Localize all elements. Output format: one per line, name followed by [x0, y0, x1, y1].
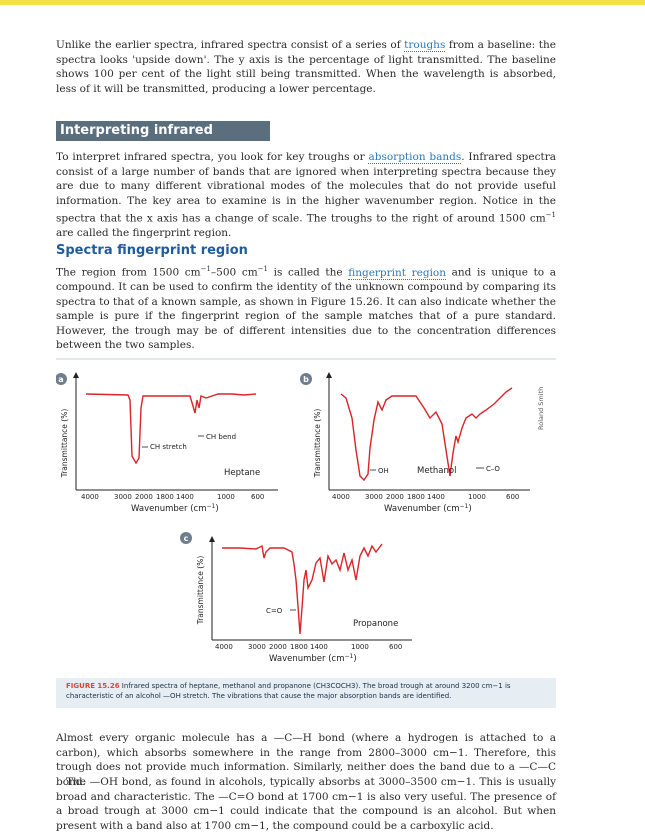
y-axis-label: Transmittance (%): [60, 409, 69, 479]
x-axis-label: Wavenumber (cm−1): [131, 503, 219, 514]
figure-15-26: a Transmittance (%) CH stretch CH bend H…: [55, 358, 556, 703]
x-tick-label: 2000: [386, 493, 404, 501]
interpret-paragraph: To interpret infrared spectra, you look …: [56, 151, 556, 239]
x-tick-label: 3000: [114, 493, 132, 501]
panel-badge-label: a: [58, 375, 63, 384]
x-tick-label: 1000: [217, 493, 235, 501]
compound-label-heptane: Heptane: [224, 468, 260, 478]
x-axis-label: Wavenumber (cm−1): [269, 653, 357, 664]
panel-badge-label: b: [303, 375, 309, 384]
x-tick-labels: 4000 3000 2000 1800 1400 1000 600: [332, 493, 519, 501]
x-tick-label: 4000: [81, 493, 99, 501]
oh-label: OH: [378, 467, 389, 475]
x-tick-labels: 4000 3000 2000 1800 1400 1000 600: [215, 643, 402, 651]
closing-paragraph-2: The —OH bond, as found in alcohols, typi…: [56, 776, 556, 832]
y-axis-arrow: [209, 536, 215, 542]
methanol-spectrum: [340, 387, 513, 482]
ch-stretch-label: CH stretch: [150, 443, 187, 451]
top-accent-bar: [0, 0, 645, 5]
panel-badge: [180, 532, 192, 544]
glossary-link-troughs[interactable]: troughs: [404, 39, 446, 52]
panel-badge: [55, 373, 67, 385]
panel-badge-label: c: [184, 534, 189, 543]
carbonyl-label: C=O: [266, 607, 283, 615]
panel-badge: [300, 373, 312, 385]
x-tick-label: 1800: [407, 493, 425, 501]
figure-number: FIGURE 15.26: [66, 682, 120, 690]
glossary-link-fingerprint-region[interactable]: fingerprint region: [348, 266, 447, 280]
x-tick-label: 600: [389, 643, 402, 651]
closing-paragraph-1: Almost every organic molecule has a —C—H…: [56, 732, 556, 788]
x-tick-labels: 4000 3000 2000 1800 1400 1000 600: [81, 493, 264, 501]
x-tick-label: 1000: [468, 493, 486, 501]
x-tick-label: 600: [506, 493, 519, 501]
caption-background: [56, 678, 556, 708]
y-axis-label: Transmittance (%): [313, 409, 322, 479]
figure-caption: FIGURE 15.26 Infrared spectra of heptane…: [66, 682, 511, 700]
intro-paragraph: Unlike the earlier spectra, infrared spe…: [56, 39, 556, 95]
x-tick-label: 3000: [248, 643, 266, 651]
x-tick-label: 1800: [290, 643, 308, 651]
y-axis-label: Transmittance (%): [196, 556, 205, 626]
compound-label-methanol: Methanol: [417, 466, 456, 476]
x-tick-label: 1400: [427, 493, 445, 501]
x-tick-label: 3000: [365, 493, 383, 501]
x-tick-label: 600: [251, 493, 264, 501]
fingerprint-paragraph: The region from 1500 cm−1–500 cm−1 is ca…: [56, 265, 556, 351]
x-tick-label: 4000: [332, 493, 350, 501]
glossary-link-absorption-bands[interactable]: absorption bands: [368, 151, 462, 164]
propanone-spectrum: [222, 543, 383, 635]
x-tick-label: 2000: [269, 643, 287, 651]
panel-b-methanol: b Transmittance (%) OH Methanol C–O 4000…: [300, 372, 530, 514]
heptane-spectrum: [85, 393, 257, 465]
x-tick-label: 1000: [351, 643, 369, 651]
x-tick-label: 2000: [135, 493, 153, 501]
x-tick-label: 1400: [176, 493, 194, 501]
panel-a-heptane: a Transmittance (%) CH stretch CH bend H…: [55, 372, 278, 514]
x-axis-label: Wavenumber (cm−1): [384, 503, 472, 514]
y-axis-arrow: [326, 372, 332, 378]
compound-label-propanone: Propanone: [353, 619, 398, 629]
subsection-heading: Spectra fingerprint region: [56, 243, 248, 258]
co-label: C–O: [486, 465, 500, 473]
x-tick-label: 1800: [156, 493, 174, 501]
x-tick-label: 4000: [215, 643, 233, 651]
y-axis-arrow: [73, 372, 79, 378]
photo-credit: Roland Smith: [537, 386, 545, 430]
panel-c-propanone: c Transmittance (%) C=O Propanone 4000 3…: [180, 532, 412, 664]
x-tick-label: 1400: [310, 643, 328, 651]
ch-bend-label: CH bend: [206, 433, 236, 441]
ir-spectra-figure: a Transmittance (%) CH stretch CH bend H…: [55, 358, 556, 664]
section-heading: Interpreting infrared spectra: [56, 121, 270, 158]
